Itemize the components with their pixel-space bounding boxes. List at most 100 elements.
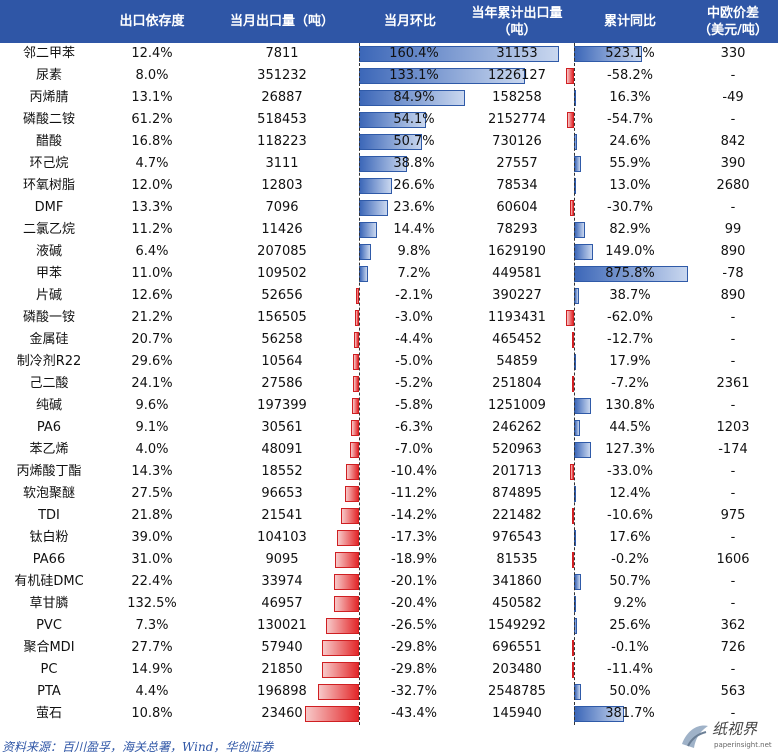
cell-cn-eu-spread: -78: [722, 266, 744, 281]
table-row: 环氧树脂 12.0% 12803 26.6% 78534 13.0% 2680: [0, 175, 778, 197]
table-row: 苯乙烯 4.0% 48091 -7.0% 520963 127.3% -174: [0, 439, 778, 461]
watermark-logo: 纸视界 paperinsight.net: [676, 716, 776, 754]
cell-product: 钛白粉: [29, 530, 69, 545]
cell-product: 己二酸: [29, 376, 69, 391]
cell-monthly-export: 21541: [261, 508, 303, 523]
cell-monthly-export: 9095: [265, 552, 299, 567]
cell-cn-eu-spread: 390: [720, 156, 746, 171]
cell-ytd-yoy: 9.2%: [613, 596, 647, 611]
cell-cn-eu-spread: -: [730, 706, 736, 721]
cell-ytd-yoy: 13.0%: [609, 178, 651, 193]
cell-ytd-export: 203480: [492, 662, 542, 677]
cell-export-dependence: 27.5%: [131, 486, 173, 501]
cell-export-dependence: 29.6%: [131, 354, 173, 369]
table-row: PA6 9.1% 30561 -6.3% 246262 44.5% 1203: [0, 417, 778, 439]
cell-ytd-yoy: -12.7%: [607, 332, 653, 347]
cell-product: 苯乙烯: [29, 442, 69, 457]
cell-export-dependence: 4.4%: [135, 684, 169, 699]
cell-monthly-export: 7811: [265, 46, 299, 61]
yoy-bar: [566, 112, 574, 128]
yoy-bar: [572, 662, 574, 678]
cell-monthly-export: 351232: [257, 68, 307, 83]
watermark-url: paperinsight.net: [714, 741, 772, 749]
cell-monthly-export: 18552: [261, 464, 303, 479]
cell-monthly-export: 23460: [261, 706, 303, 721]
cell-cn-eu-spread: 975: [720, 508, 746, 523]
cell-export-dependence: 9.1%: [135, 420, 169, 435]
cell-export-dependence: 22.4%: [131, 574, 173, 589]
cell-monthly-export: 197399: [257, 398, 307, 413]
cell-ytd-export: 696551: [492, 640, 542, 655]
cell-cn-eu-spread: -: [730, 486, 736, 501]
table-row: PA66 31.0% 9095 -18.9% 81535 -0.2% 1606: [0, 549, 778, 571]
cell-ytd-yoy: -10.6%: [607, 508, 653, 523]
cell-mom-change: 84.9%: [393, 90, 435, 105]
cell-cn-eu-spread: -: [730, 596, 736, 611]
cell-product: 环己烷: [29, 156, 69, 171]
header-monthly-export: 当月出口量（吨）: [229, 14, 334, 29]
cell-mom-change: -6.3%: [395, 420, 433, 435]
cell-ytd-export: 78534: [496, 178, 538, 193]
cell-export-dependence: 61.2%: [131, 112, 173, 127]
table-row: TDI 21.8% 21541 -14.2% 221482 -10.6% 975: [0, 505, 778, 527]
cell-monthly-export: 11426: [261, 222, 303, 237]
cell-monthly-export: 48091: [261, 442, 303, 457]
cell-ytd-export: 976543: [492, 530, 542, 545]
cell-product: 金属硅: [29, 332, 69, 347]
cell-monthly-export: 30561: [261, 420, 303, 435]
cell-ytd-yoy: 50.0%: [609, 684, 651, 699]
cell-export-dependence: 12.6%: [131, 288, 173, 303]
header-mom-change: 当月环比: [383, 14, 436, 29]
mom-axis: [359, 43, 360, 725]
cell-cn-eu-spread: -: [730, 574, 736, 589]
table-row: 液碱 6.4% 207085 9.8% 1629190 149.0% 890: [0, 241, 778, 263]
cell-product: 片碱: [35, 288, 62, 303]
cell-export-dependence: 10.8%: [131, 706, 173, 721]
cell-export-dependence: 39.0%: [131, 530, 173, 545]
cell-cn-eu-spread: 362: [720, 618, 746, 633]
cell-product: DMF: [34, 200, 64, 215]
cell-cn-eu-spread: 330: [720, 46, 746, 61]
cell-mom-change: -5.8%: [395, 398, 433, 413]
cell-monthly-export: 196898: [257, 684, 307, 699]
cell-mom-change: 9.8%: [397, 244, 431, 259]
cell-ytd-export: 449581: [492, 266, 542, 281]
cell-ytd-export: 2548785: [488, 684, 546, 699]
cell-ytd-yoy: 25.6%: [609, 618, 651, 633]
cell-export-dependence: 8.0%: [135, 68, 169, 83]
cell-ytd-yoy: -11.4%: [607, 662, 653, 677]
cell-mom-change: 160.4%: [389, 46, 439, 61]
mom-bar: [326, 618, 359, 634]
cell-export-dependence: 9.6%: [135, 398, 169, 413]
cell-export-dependence: 27.7%: [131, 640, 173, 655]
yoy-bar: [566, 68, 574, 84]
cell-cn-eu-spread: 890: [720, 288, 746, 303]
table-row: 磷酸二铵 61.2% 518453 54.1% 2152774 -54.7% -: [0, 109, 778, 131]
cell-monthly-export: 156505: [257, 310, 307, 325]
table-row: PTA 4.4% 196898 -32.7% 2548785 50.0% 563: [0, 681, 778, 703]
cell-ytd-export: 390227: [492, 288, 542, 303]
cell-ytd-export: 874895: [492, 486, 542, 501]
cell-export-dependence: 21.8%: [131, 508, 173, 523]
cell-product: TDI: [38, 508, 60, 523]
table-row: 磷酸一铵 21.2% 156505 -3.0% 1193431 -62.0% -: [0, 307, 778, 329]
header-product: [0, 0, 98, 43]
table-row: 丙烯腈 13.1% 26887 84.9% 158258 16.3% -49: [0, 87, 778, 109]
cell-mom-change: -29.8%: [391, 640, 437, 655]
cell-mom-change: 14.4%: [393, 222, 435, 237]
cell-product: 丙烯腈: [29, 90, 69, 105]
cell-monthly-export: 21850: [261, 662, 303, 677]
mom-bar: [355, 310, 359, 326]
cell-cn-eu-spread: 890: [720, 244, 746, 259]
cell-mom-change: 23.6%: [393, 200, 435, 215]
cell-cn-eu-spread: 1606: [716, 552, 750, 567]
cell-export-dependence: 14.3%: [131, 464, 173, 479]
cell-cn-eu-spread: 842: [720, 134, 746, 149]
cell-ytd-yoy: 17.9%: [609, 354, 651, 369]
header-export-dependence: 出口依存度: [119, 14, 185, 29]
table-row: 钛白粉 39.0% 104103 -17.3% 976543 17.6% -: [0, 527, 778, 549]
cell-mom-change: -26.5%: [391, 618, 437, 633]
cell-monthly-export: 27586: [261, 376, 303, 391]
cell-product: 聚合MDI: [23, 640, 75, 655]
cell-ytd-export: 1629190: [488, 244, 546, 259]
